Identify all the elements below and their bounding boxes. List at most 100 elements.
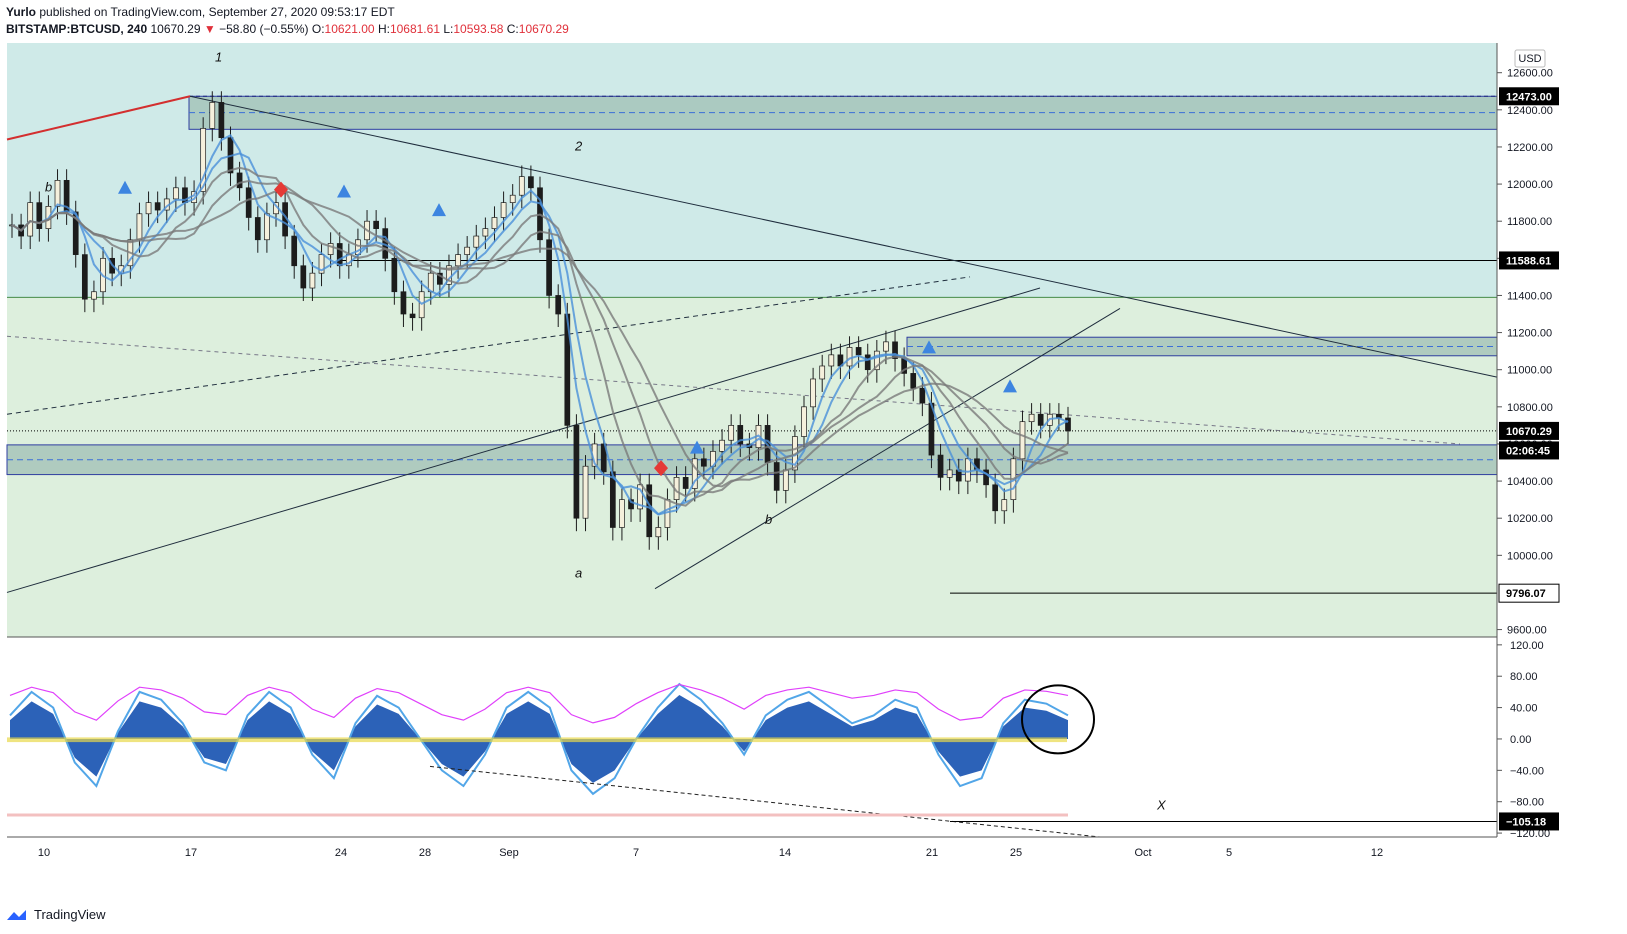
signal-triangle [118,180,132,194]
price-tick-label: 9600.00 [1507,625,1547,637]
candle-body [145,202,152,215]
candle-body [1065,417,1071,432]
last-price: 10670.29 [150,22,201,36]
osc-tick-label: −80.00 [1510,797,1544,809]
candle-body [864,354,871,371]
time-tick-label: 25 [1010,847,1022,859]
osc-wave-area [10,695,1068,783]
osc-pink-line [9,683,1069,724]
candle-body [801,406,807,437]
ascending-trendline [6,287,1041,593]
price-tag-label: 12473.00 [1506,91,1552,103]
candle-body [336,243,343,267]
price-tag [1499,421,1559,440]
oscillator-pane [7,637,1497,837]
candle-body [391,257,398,293]
candle-body [782,469,789,491]
currency-label: USD [1518,53,1541,65]
price-tag-label: 02:06:45 [1506,445,1550,457]
footer: TradingView [6,907,106,922]
candle-body [1019,421,1026,460]
price-tick-label: 10400.00 [1507,476,1553,488]
candle-body [482,228,489,237]
candle-body [309,272,316,289]
candle-body [154,202,161,211]
candle-body [455,254,461,267]
time-tick-label: 7 [633,847,639,859]
candle-body [701,458,707,467]
candle-body [209,102,216,129]
ma-ribbon-line [11,189,1069,488]
time-tick-label: 12 [1371,847,1383,859]
candle-body [810,378,816,408]
price-tag [1499,441,1559,460]
ma-ribbon-line [11,180,1069,498]
candle-body [373,220,379,229]
candle-body [173,187,179,200]
open-value: 10621.00 [324,22,375,36]
currency-badge [1514,49,1546,68]
price-tick-label: 10200.00 [1507,513,1553,525]
price-axis-bg [1497,43,1627,837]
candle-body [500,202,507,218]
candle-body [937,454,944,478]
wave-label: b [45,180,52,195]
candle-body [983,469,989,486]
osc-tick-label: −120.00 [1510,828,1550,840]
signal-triangle [1003,379,1017,393]
candle-body [1037,413,1044,426]
candle-body [682,477,689,489]
candle-body [54,180,61,207]
candle-body [136,213,143,241]
candle-body [883,341,889,352]
time-tick-label: 14 [779,847,791,859]
candle-body [528,176,534,189]
price-tag [1498,583,1560,603]
candle-body [773,462,780,491]
candle-body [691,458,698,489]
long-dashed [6,335,1461,445]
tradingview-logo-icon [7,909,26,920]
osc-value-tag [1499,812,1559,831]
price-tick-label: 12400.00 [1507,105,1553,117]
time-tick-label: 5 [1226,847,1232,859]
close-value: 10670.29 [518,22,569,36]
candle-body [582,465,589,519]
candle-body [327,243,334,255]
high-label: H: [377,22,390,36]
signal-diamond [654,460,668,477]
candle-body [619,499,625,528]
osc-value-tag-label: −105.18 [1506,816,1546,828]
wave-label: 2 [574,139,583,154]
wave-label: a [575,566,582,581]
candle-body [628,499,634,510]
osc-label-x: X [1156,798,1167,813]
osc-tick-label: −40.00 [1510,765,1544,777]
osc-tick-label: 0.00 [1510,734,1531,746]
candle-body [81,254,88,300]
candle-body [646,484,653,538]
candle-body [728,425,735,441]
osc-dashed-trend [429,765,1101,838]
ma-ribbon-line [11,166,1069,507]
candle-body [910,373,917,389]
symbol-name[interactable]: BITSTAMP:BTCUSD, 240 [6,22,148,36]
price-tag [1499,251,1559,270]
osc-zero-band [7,737,1067,743]
low-value: 10593.58 [453,22,504,36]
open-label: O: [311,22,325,36]
ma-ribbon-line [11,152,1069,516]
author-name[interactable]: Yurlo [6,5,37,19]
price-change: −58.80 (−0.55%) [219,22,309,36]
down-arrow-icon: ▼ [203,22,216,36]
signal-triangle [922,340,936,354]
candle-body [518,176,525,196]
candle-body [464,246,471,255]
candle-body [855,347,862,356]
candle-body [72,211,79,255]
candle-body [946,469,953,478]
price-tick-label: 12200.00 [1507,142,1553,154]
channel-lower [654,308,1121,590]
brand-name[interactable]: TradingView [34,907,106,922]
